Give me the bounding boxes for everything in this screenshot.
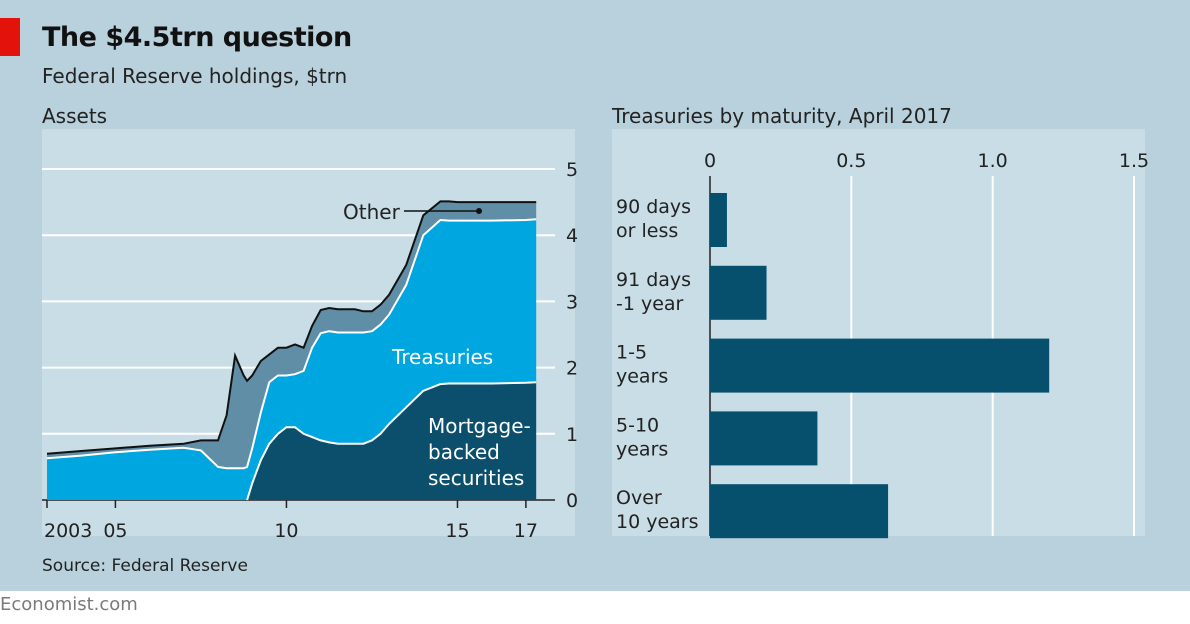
maturity-category-label: 10 years [616, 511, 699, 533]
source-note: Source: Federal Reserve [42, 556, 248, 576]
mbs-top-line [246, 381, 537, 501]
maturity-category-label: 91 days [616, 269, 691, 291]
chart-title: The $4.5trn question [42, 22, 352, 53]
assets-x-tick: 05 [103, 520, 127, 542]
assets-x-tick: 15 [445, 520, 469, 542]
maturity-bar [710, 265, 767, 320]
maturity-category-label: 1-5 [616, 342, 647, 364]
assets-x-tick: 2003 [44, 520, 92, 542]
publisher-credit: Economist.com [0, 594, 138, 615]
assets-y-tick: 2 [566, 358, 578, 380]
maturity-bars [710, 193, 1050, 539]
mbs-area [47, 382, 537, 500]
maturity-x-tick: 1.0 [978, 150, 1008, 172]
assets-areas [46, 200, 537, 501]
assets-y-tick: 4 [566, 225, 578, 247]
assets-y-tick: 5 [566, 159, 578, 181]
other-annotation-dot [476, 208, 482, 214]
maturity-x-tick: 0.5 [836, 150, 866, 172]
charts-svg: Assets 0 1 2 3 4 5 2003 05 10 15 17 Other Treasur… [42, 104, 1149, 542]
chart-subtitle: Federal Reserve holdings, $trn [42, 64, 348, 88]
maturity-bar [710, 484, 889, 539]
assets-y-tick: 3 [566, 291, 578, 313]
assets-x-tick: 17 [514, 520, 538, 542]
maturity-bar [710, 338, 1050, 393]
other-annotation: Other [343, 200, 401, 224]
maturity-panel [612, 129, 1145, 536]
mbs-annotation-line-1: Mortgage- [428, 414, 531, 438]
assets-x-tick-labels: 2003 05 10 15 17 [44, 500, 538, 542]
assets-panel-title: Assets [42, 104, 107, 128]
maturity-chart: Treasuries by maturity, April 2017 0 0.5 1… [611, 104, 1149, 539]
maturity-category-label: 90 days [616, 196, 691, 218]
assets-x-tick: 10 [274, 520, 298, 542]
maturity-category-label: or less [616, 220, 678, 242]
maturity-x-tick-labels: 0 0.5 1.0 1.5 [704, 150, 1149, 172]
treasuries-top-line [46, 218, 537, 470]
maturity-x-tick: 1.5 [1119, 150, 1149, 172]
mbs-annotation-line-3: securities [428, 466, 524, 490]
maturity-category-label: Over [616, 487, 662, 509]
maturity-x-tick: 0 [704, 150, 716, 172]
assets-y-tick-labels: 0 1 2 3 4 5 [566, 159, 578, 512]
maturity-category-label: years [616, 366, 668, 388]
maturity-category-label: -1 year [616, 293, 684, 315]
assets-y-tick: 0 [566, 490, 578, 512]
maturity-category-label: 5-10 [616, 414, 659, 436]
assets-y-tick: 1 [566, 424, 578, 446]
assets-chart: Assets 0 1 2 3 4 5 2003 05 10 15 17 Other Treasur… [42, 104, 578, 542]
maturity-bar [710, 193, 727, 247]
maturity-panel-title: Treasuries by maturity, April 2017 [611, 104, 952, 128]
mbs-annotation-line-2: backed [428, 440, 500, 464]
brand-red-tag [0, 18, 20, 56]
treasuries-area [47, 219, 537, 501]
maturity-category-label: years [616, 438, 668, 460]
maturity-bar [710, 411, 818, 466]
treasuries-annotation: Treasuries [391, 345, 493, 369]
